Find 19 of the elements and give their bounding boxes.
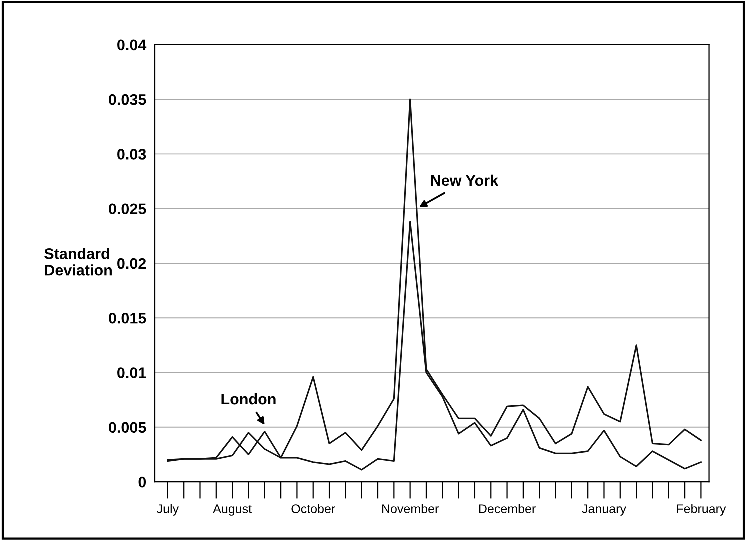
x-tick-label: January [582,504,626,516]
y-tick-label: 0.005 [109,422,146,434]
x-tick-label: February [677,504,726,516]
y-tick-label: 0.01 [118,368,146,378]
x-tick-label: November [382,504,439,514]
y-tick-label: 0.03 [118,149,146,160]
y-tick-label: 0.035 [109,94,146,106]
x-tick-label: December [479,504,536,514]
y-tick-label: 0.015 [109,312,146,324]
x-tick-label: July [157,504,180,516]
series-label: London [222,393,276,405]
series-label: New York [431,174,499,186]
y-axis-title: Standard Deviation [44,248,112,276]
y-tick-label: 0.04 [118,40,147,51]
y-tick-label: 0.025 [109,204,146,215]
x-tick-label: August [213,504,252,516]
y-tick-label: 0 [138,476,146,488]
y-tick-label: 0.02 [118,258,146,270]
x-tick-label: October [292,504,336,514]
